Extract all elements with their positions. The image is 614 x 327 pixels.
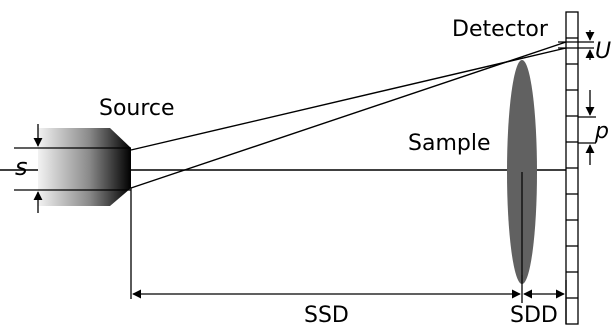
blur-width-dimension bbox=[558, 30, 595, 60]
detector-label: Detector bbox=[452, 17, 549, 42]
s-label: s bbox=[15, 153, 28, 181]
pixel-pitch-dimension bbox=[578, 90, 596, 165]
ssd-label: SSD bbox=[304, 303, 349, 327]
detector-pixels bbox=[566, 37, 578, 299]
ray-bottom-to-upper bbox=[130, 41, 567, 189]
rays bbox=[130, 41, 567, 189]
distance-dimensions bbox=[130, 188, 567, 324]
source-label: Source bbox=[99, 96, 175, 121]
x-ray-source bbox=[38, 128, 131, 206]
sample-label: Sample bbox=[408, 131, 491, 156]
u-label: U bbox=[595, 39, 611, 64]
sdd-label: SDD bbox=[510, 303, 558, 327]
p-label: p bbox=[594, 119, 609, 144]
ray-top-to-lower bbox=[130, 47, 567, 151]
source-size-dimension bbox=[14, 124, 131, 213]
